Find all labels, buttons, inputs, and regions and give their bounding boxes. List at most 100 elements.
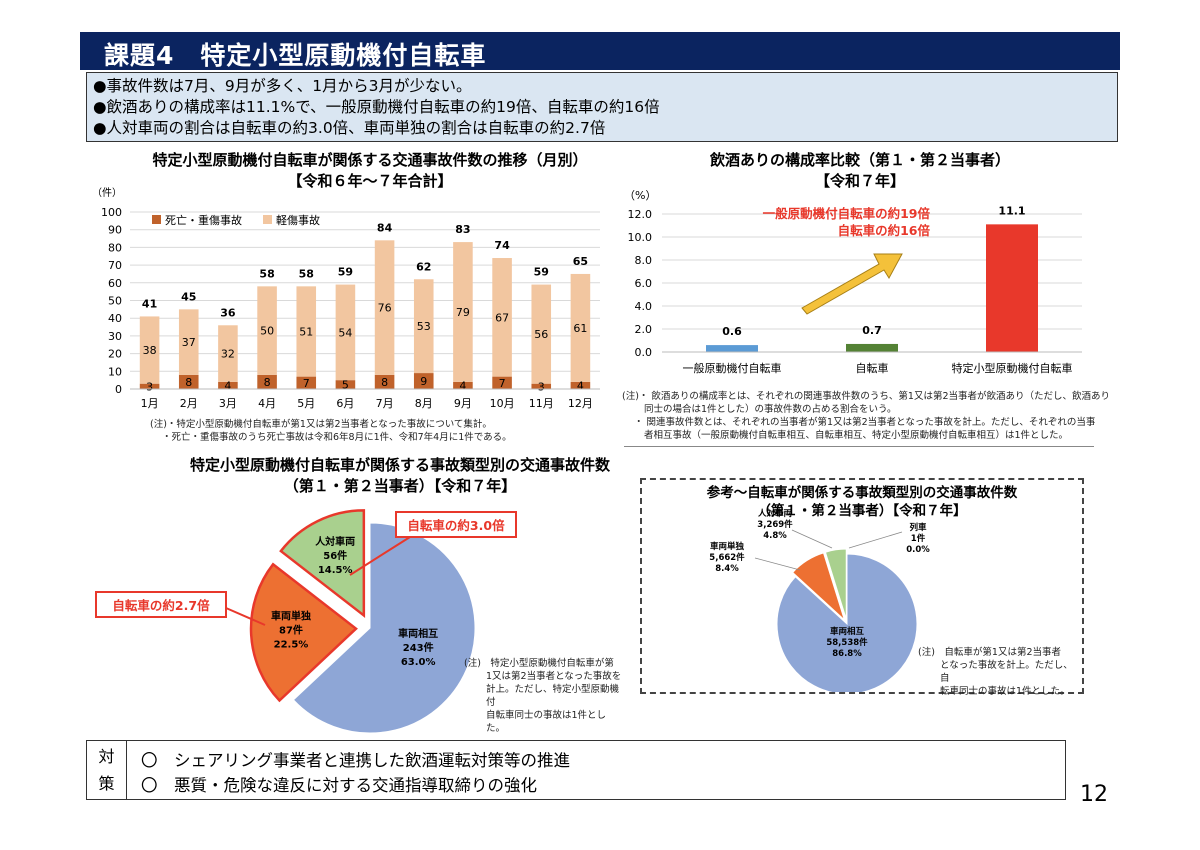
bar-minor bbox=[453, 242, 473, 382]
title-bar: 課題4 特定小型原動機付自転車 bbox=[80, 32, 1120, 70]
y-tick-label: 4.0 bbox=[635, 300, 653, 313]
arrow-icon bbox=[801, 253, 903, 315]
data-label: 11.1 bbox=[998, 204, 1025, 217]
slice-name: 人対車両 bbox=[758, 508, 793, 519]
y-tick-label: 70 bbox=[108, 259, 122, 272]
slice-count: 58,538件 bbox=[826, 637, 868, 648]
callout-leader-a bbox=[349, 536, 411, 576]
x-tick-label: 10月 bbox=[490, 397, 515, 410]
data-label-serious: 9 bbox=[420, 375, 427, 388]
x-tick-label: 自転車 bbox=[856, 361, 889, 375]
legend-label-serious: 死亡・重傷事故 bbox=[165, 213, 242, 227]
monthly-bar-chart: （件）0102030405060708090100338411月837452月4… bbox=[92, 187, 600, 410]
slice-count: 56件 bbox=[323, 549, 347, 562]
bar-minor bbox=[139, 316, 160, 384]
data-label-total: 59 bbox=[338, 266, 353, 279]
chart1-title: 特定小型原動機付自転車が関係する交通事故件数の推移（月別） 【令和６年～７年合計… bbox=[152, 151, 588, 190]
slice-count: 243件 bbox=[403, 641, 434, 654]
y-tick-label: 6.0 bbox=[635, 277, 653, 290]
chart4-title: 参考～自転車が関係する事故類型別の交通事故件数 （第１・第２当事者）【令和７年】 bbox=[706, 485, 1018, 519]
data-label-total: 58 bbox=[299, 267, 314, 280]
x-tick-label: 2月 bbox=[180, 397, 198, 410]
x-tick-label: 特定小型原動機付自転車 bbox=[952, 361, 1073, 375]
drinking-rate-bar-chart: （%） 0.0 2.0 4.0 6.0 8.0 10.0 12.0 0.6 一般原動機付自転車 0.… bbox=[624, 189, 1082, 375]
y-tick-label: 30 bbox=[108, 330, 122, 343]
summary-line: ●人対車両の割合は自転車の約3.0倍、車両単独の割合は自転車の約2.7倍 bbox=[93, 119, 606, 137]
x-tick-label: 8月 bbox=[415, 397, 433, 410]
data-label-serious: 3 bbox=[538, 380, 545, 393]
y-tick-label: 8.0 bbox=[635, 254, 653, 267]
pie-slice bbox=[249, 562, 358, 703]
chart2-title: 飲酒ありの構成率比較（第１・第２当事者） 【令和７年】 bbox=[709, 151, 1010, 190]
page-title: 課題4 特定小型原動機付自転車 bbox=[104, 41, 487, 70]
data-label-serious: 7 bbox=[499, 377, 506, 390]
bar-serious bbox=[335, 380, 356, 389]
pie-slice bbox=[776, 553, 918, 692]
legend-label-minor: 軽傷事故 bbox=[276, 213, 320, 227]
slice-pct: 63.0% bbox=[401, 657, 436, 668]
data-label-serious: 5 bbox=[342, 379, 349, 392]
x-tick-label: 3月 bbox=[219, 397, 237, 410]
legend-swatch-serious bbox=[152, 215, 161, 224]
y-tick-label: 0.0 bbox=[635, 346, 653, 359]
slice-pct: 8.4% bbox=[715, 564, 739, 574]
slice-pct: 4.8% bbox=[763, 531, 787, 541]
bar-minor bbox=[218, 325, 238, 382]
x-tick-label: 5月 bbox=[297, 397, 315, 410]
pie-slice bbox=[791, 552, 846, 622]
x-tick-label: 1月 bbox=[141, 397, 159, 410]
data-label-minor: 61 bbox=[573, 322, 587, 335]
measure-item: 〇 悪質・危険な違反に対する交通指導取締りの強化 bbox=[141, 776, 537, 795]
pie-slice bbox=[279, 509, 366, 618]
chart3-title: 特定小型原動機付自転車が関係する事故類型別の交通事故件数 （第１・第２当事者）【… bbox=[189, 456, 610, 495]
leader-line bbox=[791, 529, 833, 549]
bar-minor bbox=[374, 240, 395, 375]
bar-minor bbox=[531, 284, 552, 384]
y-tick-label: 10 bbox=[108, 365, 122, 378]
data-label-minor: 37 bbox=[182, 336, 196, 349]
data-label-total: 59 bbox=[534, 266, 549, 279]
slice-pct: 86.8% bbox=[832, 649, 862, 659]
y-tick-label: 90 bbox=[108, 224, 122, 237]
slice-pct: 14.5% bbox=[318, 565, 353, 576]
callout-box-b bbox=[95, 591, 227, 618]
data-label-total: 36 bbox=[220, 306, 236, 319]
data-label-minor: 79 bbox=[456, 306, 470, 319]
bar-minor bbox=[335, 284, 356, 381]
bar-serious bbox=[492, 376, 512, 389]
data-label-total: 83 bbox=[455, 223, 470, 236]
slice-count: 1件 bbox=[911, 533, 926, 544]
bar-serious bbox=[531, 383, 552, 389]
bar bbox=[846, 343, 898, 352]
x-tick-label: 11月 bbox=[529, 397, 554, 410]
x-tick-label: 6月 bbox=[336, 397, 354, 410]
slice-name: 車両相互 bbox=[398, 627, 438, 640]
bar-serious bbox=[453, 381, 473, 389]
x-tick-label: 7月 bbox=[376, 397, 394, 410]
data-label-total: 41 bbox=[142, 297, 157, 310]
slice-name: 列車 bbox=[909, 522, 927, 533]
y-tick-label: 50 bbox=[108, 295, 122, 308]
summary-box: ●事故件数は7月、9月が多く、1月から3月が少ない。 ●飲酒ありの構成率は11.… bbox=[86, 72, 1118, 142]
data-label: 0.6 bbox=[722, 325, 742, 338]
data-label-total: 65 bbox=[573, 255, 588, 268]
bar-serious bbox=[413, 373, 434, 389]
pie-slice bbox=[824, 548, 847, 620]
data-label-total: 45 bbox=[181, 290, 196, 303]
leader-line bbox=[754, 557, 801, 571]
data-label-minor: 51 bbox=[299, 325, 313, 338]
data-label-serious: 4 bbox=[224, 379, 231, 392]
summary-line: ●事故件数は7月、9月が多く、1月から3月が少ない。 bbox=[93, 77, 472, 95]
data-label-minor: 38 bbox=[143, 344, 157, 357]
callout-b: 自転車の約2.7倍 bbox=[112, 598, 210, 613]
data-label-minor: 67 bbox=[495, 311, 509, 324]
measures-label: 対 策 bbox=[87, 741, 127, 799]
x-tick-label: 一般原動機付自転車 bbox=[683, 361, 782, 375]
y-tick-label: 12.0 bbox=[628, 208, 653, 221]
data-label-serious: 3 bbox=[146, 380, 153, 393]
slice-count: 3,269件 bbox=[757, 519, 793, 530]
pie-slice bbox=[292, 522, 476, 734]
y-tick-label: 20 bbox=[108, 348, 122, 361]
measure-item: 〇 シェアリング事業者と連携した飲酒運転対策等の推進 bbox=[141, 751, 570, 770]
